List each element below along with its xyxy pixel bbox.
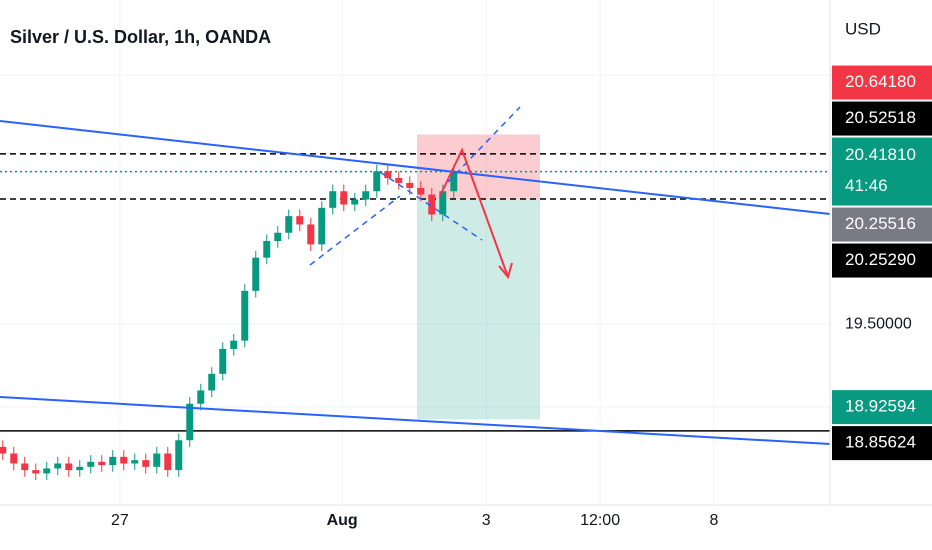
price-label-box bbox=[832, 207, 932, 242]
candle-body bbox=[10, 453, 18, 464]
x-tick-label: 3 bbox=[482, 512, 491, 529]
candle-body bbox=[439, 191, 447, 215]
target-zone bbox=[417, 199, 540, 420]
candle-body bbox=[54, 463, 62, 469]
candle-body bbox=[153, 453, 161, 467]
projection-arrow bbox=[439, 147, 509, 278]
price-label: 20.41810 bbox=[845, 145, 916, 164]
candle-body bbox=[263, 241, 271, 258]
candle-body bbox=[373, 171, 381, 192]
candle-body bbox=[241, 290, 249, 341]
candle-body bbox=[296, 216, 304, 225]
trend-line bbox=[0, 120, 831, 215]
candle-body bbox=[417, 187, 425, 195]
countdown: 41:46 bbox=[845, 176, 888, 195]
candle-body bbox=[252, 257, 260, 291]
drawings bbox=[0, 106, 831, 445]
candle-body bbox=[340, 191, 348, 205]
price-label-box bbox=[832, 426, 932, 461]
candle-body bbox=[274, 232, 282, 242]
candle-body bbox=[285, 216, 293, 233]
candle-body bbox=[219, 348, 227, 374]
candle-body bbox=[164, 453, 172, 471]
price-label: 20.25290 bbox=[845, 250, 916, 269]
candles bbox=[0, 164, 458, 481]
candle-body bbox=[109, 456, 117, 466]
pattern-line bbox=[309, 195, 401, 266]
candle-body bbox=[395, 177, 403, 183]
arrow-head bbox=[498, 262, 513, 280]
candle-body bbox=[76, 466, 84, 471]
candle-body bbox=[450, 171, 458, 192]
grid bbox=[0, 0, 830, 505]
x-tick-label: Aug bbox=[327, 512, 358, 529]
candle-body bbox=[98, 461, 106, 466]
price-labels: 20.64180 20.52518 20.41810 41:46 20.25516 20.… bbox=[832, 65, 932, 461]
price-label: 18.92594 bbox=[845, 397, 916, 416]
price-label-box bbox=[832, 101, 932, 136]
candle-body bbox=[208, 373, 216, 391]
candle-body bbox=[120, 456, 128, 464]
candle-body bbox=[384, 171, 392, 178]
trend-line bbox=[0, 396, 831, 445]
x-tick-label: 12:00 bbox=[580, 512, 620, 529]
price-label-box bbox=[832, 137, 932, 206]
price-label: 20.52518 bbox=[845, 108, 916, 127]
chart-title: Silver / U.S. Dollar, 1h, OANDA bbox=[10, 27, 271, 47]
price-label-box bbox=[832, 243, 932, 278]
candle-body bbox=[362, 191, 370, 200]
candle-body bbox=[318, 207, 326, 245]
candle-body bbox=[197, 390, 205, 404]
candle-body bbox=[329, 191, 337, 208]
candle-body bbox=[87, 461, 95, 467]
price-label-box bbox=[832, 390, 932, 425]
candle-body bbox=[0, 446, 7, 454]
x-tick-label: 8 bbox=[709, 512, 718, 529]
candle-body bbox=[186, 403, 194, 441]
price-label: 18.85624 bbox=[845, 433, 916, 452]
candle-body bbox=[406, 182, 414, 188]
price-label: 20.64180 bbox=[845, 72, 916, 91]
currency: USD bbox=[845, 19, 881, 38]
candle-body bbox=[131, 460, 139, 464]
pattern-line bbox=[379, 171, 483, 241]
candle-body bbox=[230, 340, 238, 349]
position-box bbox=[417, 134, 540, 420]
price-label-box bbox=[832, 65, 932, 100]
candle-body bbox=[307, 224, 315, 245]
y-tick-label: 19.50000 bbox=[845, 315, 912, 332]
candle-body bbox=[428, 194, 436, 215]
price-label: 20.25516 bbox=[845, 214, 916, 233]
x-tick-label: 27 bbox=[111, 512, 129, 529]
stop-zone bbox=[417, 134, 540, 200]
candle-body bbox=[32, 470, 40, 474]
candle-body bbox=[175, 440, 183, 471]
candle-body bbox=[142, 460, 150, 467]
candle-body bbox=[65, 463, 73, 471]
candle-body bbox=[351, 199, 359, 205]
levels bbox=[0, 153, 830, 432]
candle-body bbox=[21, 463, 29, 471]
candle-body bbox=[43, 468, 51, 474]
